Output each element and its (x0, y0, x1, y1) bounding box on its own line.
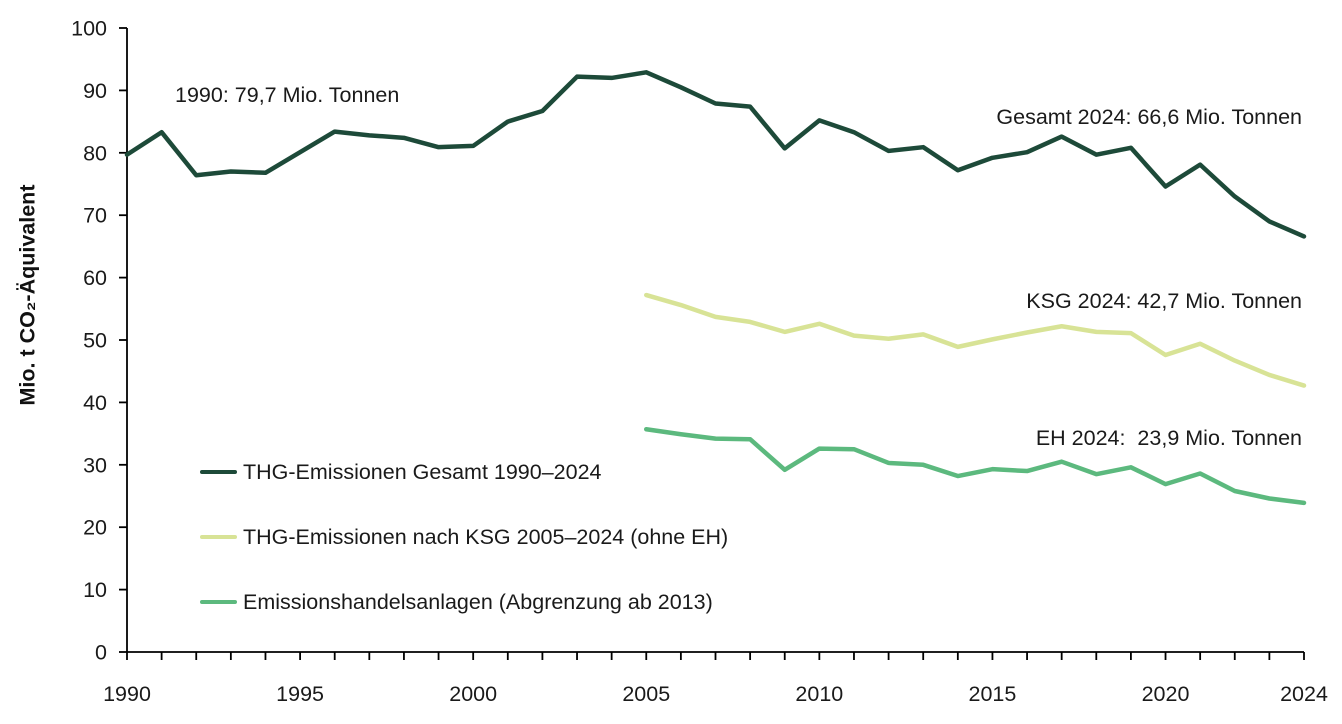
legend-label-ksg: THG-Emissionen nach KSG 2005–2024 (ohne … (243, 524, 729, 549)
eh-line (644, 426, 1307, 506)
annotation-gesamt-2024-value: Gesamt 2024: 66,6 Mio. Tonnen (996, 105, 1302, 129)
y-tick-label: 80 (83, 141, 107, 165)
annotation-ksg-2024-value: KSG 2024: 42,7 Mio. Tonnen (1026, 289, 1302, 313)
x-tick-label: 2020 (1142, 682, 1190, 706)
x-tick-label: 2000 (449, 682, 497, 706)
y-tick-label: 0 (95, 641, 107, 665)
x-tick-label: 1995 (276, 682, 324, 706)
y-tick-label: 60 (83, 266, 107, 290)
legend-item-ksg: THG-Emissionen nach KSG 2005–2024 (ohne … (200, 522, 728, 552)
y-tick-label: 50 (83, 329, 107, 353)
y-tick-label: 100 (71, 17, 107, 41)
y-tick-label: 90 (83, 79, 107, 103)
annotation-1990-value: 1990: 79,7 Mio. Tonnen (175, 83, 400, 107)
legend-item-gesamt: THG-Emissionen Gesamt 1990–2024 (200, 457, 602, 487)
x-tick-label: 2015 (969, 682, 1017, 706)
legend-swatch-eh (200, 599, 237, 605)
legend-item-eh: Emissionshandelsanlagen (Abgrenzung ab 2… (200, 587, 713, 617)
gesamt-line (124, 70, 1307, 239)
x-tick-label: 2010 (795, 682, 843, 706)
legend-swatch-gesamt (200, 469, 237, 475)
x-tick-label: 1990 (103, 682, 151, 706)
legend-swatch-ksg (200, 534, 237, 540)
y-axis-title: Mio. t CO₂-Äquivalent (15, 184, 40, 406)
legend-label-eh: Emissionshandelsanlagen (Abgrenzung ab 2… (243, 589, 713, 614)
legend-label-gesamt: THG-Emissionen Gesamt 1990–2024 (243, 459, 602, 484)
y-tick-label: 70 (83, 204, 107, 228)
y-tick-label: 30 (83, 453, 107, 477)
annotation-eh-2024-value: EH 2024: 23,9 Mio. Tonnen (1035, 426, 1302, 450)
y-tick-label: 40 (83, 391, 107, 415)
x-tick-label: 2005 (622, 682, 670, 706)
ksg-line (644, 292, 1307, 388)
y-tick-label: 10 (83, 578, 107, 602)
y-tick-label: 20 (83, 516, 107, 540)
x-tick-label: 2024 (1280, 682, 1328, 706)
